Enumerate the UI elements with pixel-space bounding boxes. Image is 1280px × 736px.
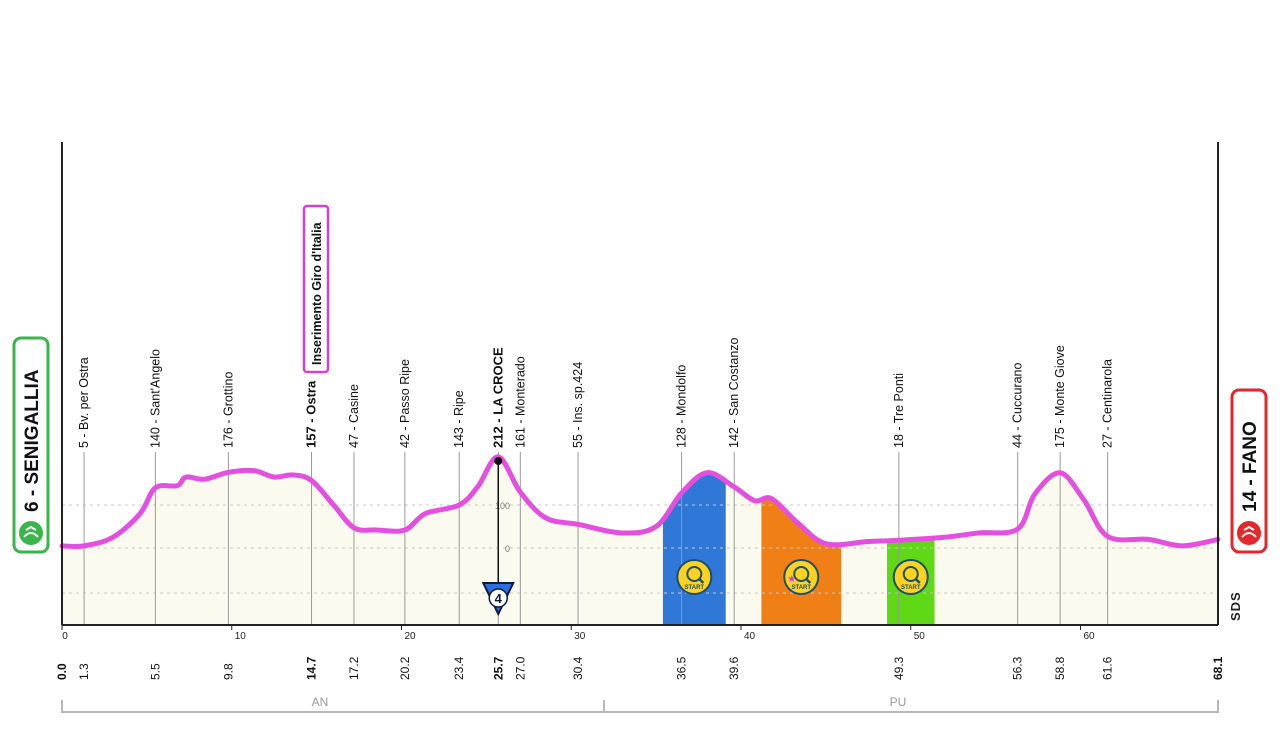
province-label: PU <box>890 695 907 709</box>
x-tick-label: 60 <box>1084 631 1096 642</box>
km-start-label: 0.0 <box>55 663 69 680</box>
province-bracket <box>61 700 1219 713</box>
x-tick-label: 0 <box>62 631 68 642</box>
waypoint-label: 143 - Ripe <box>452 390 466 448</box>
km-label: 27.0 <box>513 656 527 680</box>
waypoint-label: 142 - San Costanzo <box>727 337 741 448</box>
sprint-icon: START <box>783 559 820 595</box>
sprint-start-label: START <box>901 585 921 591</box>
y-tick-label: 0 <box>505 544 510 554</box>
km-label: 14.7 <box>305 656 319 680</box>
km-label: 39.6 <box>727 656 741 680</box>
waypoint-label: 44 - Cuccurano <box>1011 362 1025 448</box>
x-tick-label: 50 <box>914 631 926 642</box>
waypoint-label: 47 - Casine <box>347 384 361 448</box>
km-label: 61.6 <box>1101 656 1115 680</box>
waypoint-label: 140 - Sant'Angelo <box>148 349 162 448</box>
gpm-category: 4 <box>495 591 503 606</box>
km-label: 49.3 <box>892 656 906 680</box>
x-tick-label: 10 <box>235 631 247 642</box>
x-tick-label: 30 <box>574 631 586 642</box>
waypoint-label: 27 - Centinarola <box>1101 359 1115 448</box>
sprint-start-label: START <box>685 585 705 591</box>
km-label: 9.8 <box>221 663 235 680</box>
km-label: 36.5 <box>675 656 689 680</box>
waypoint-label: 42 - Passo Ripe <box>398 359 412 448</box>
finish-badge-label: 14 - FANO <box>1240 421 1261 512</box>
waypoint-label: 128 - Mondolfo <box>675 365 689 448</box>
x-tick-label: 20 <box>405 631 417 642</box>
waypoint-label: 18 - Tre Ponti <box>892 373 906 448</box>
waypoint-label: 175 - Monte Giove <box>1053 345 1067 448</box>
route-note-text: Inserimento Giro d'Italia <box>310 221 324 365</box>
waypoint-label: 212 - LA CROCE <box>490 347 505 448</box>
km-label: 56.3 <box>1011 656 1025 680</box>
waypoint-label: 55 - Ins. sp.424 <box>571 362 585 448</box>
km-label: 25.7 <box>491 656 505 680</box>
y-tick-label: 100 <box>495 501 510 511</box>
km-label: 1.3 <box>77 663 91 680</box>
sprint-start-label: START <box>791 585 811 591</box>
km-label: 17.2 <box>347 656 361 680</box>
x-tick-label: 40 <box>744 631 756 642</box>
km-label: 30.4 <box>571 656 585 680</box>
km-label: 58.8 <box>1053 656 1067 680</box>
brand-logo: SDS <box>1228 591 1243 621</box>
start-badge: 6 - SENIGALLIA <box>12 336 50 554</box>
profile-line <box>59 454 1221 549</box>
waypoint-label: 161 - Monterado <box>513 356 527 448</box>
km-label: 23.4 <box>452 656 466 680</box>
km-label: 5.5 <box>148 663 162 680</box>
waypoint-label: 5 - Bv. per Ostra <box>77 357 91 448</box>
gpm-dot <box>494 457 503 465</box>
start-badge-label: 6 - SENIGALLIA <box>22 369 43 512</box>
route-note-box <box>302 204 330 374</box>
finish-badge: 14 - FANO <box>1230 388 1268 554</box>
waypoint-label: 176 - Grottino <box>221 372 235 448</box>
km-label: 20.2 <box>398 656 412 680</box>
sprint-icon: START <box>892 559 929 595</box>
stopwatch-icon: START <box>676 559 713 595</box>
km-end-label: 68.1 <box>1211 656 1225 680</box>
province-label: AN <box>312 695 329 709</box>
waypoint-label: 157 - Ostra <box>304 380 319 448</box>
star-icon: ★ <box>787 574 796 585</box>
